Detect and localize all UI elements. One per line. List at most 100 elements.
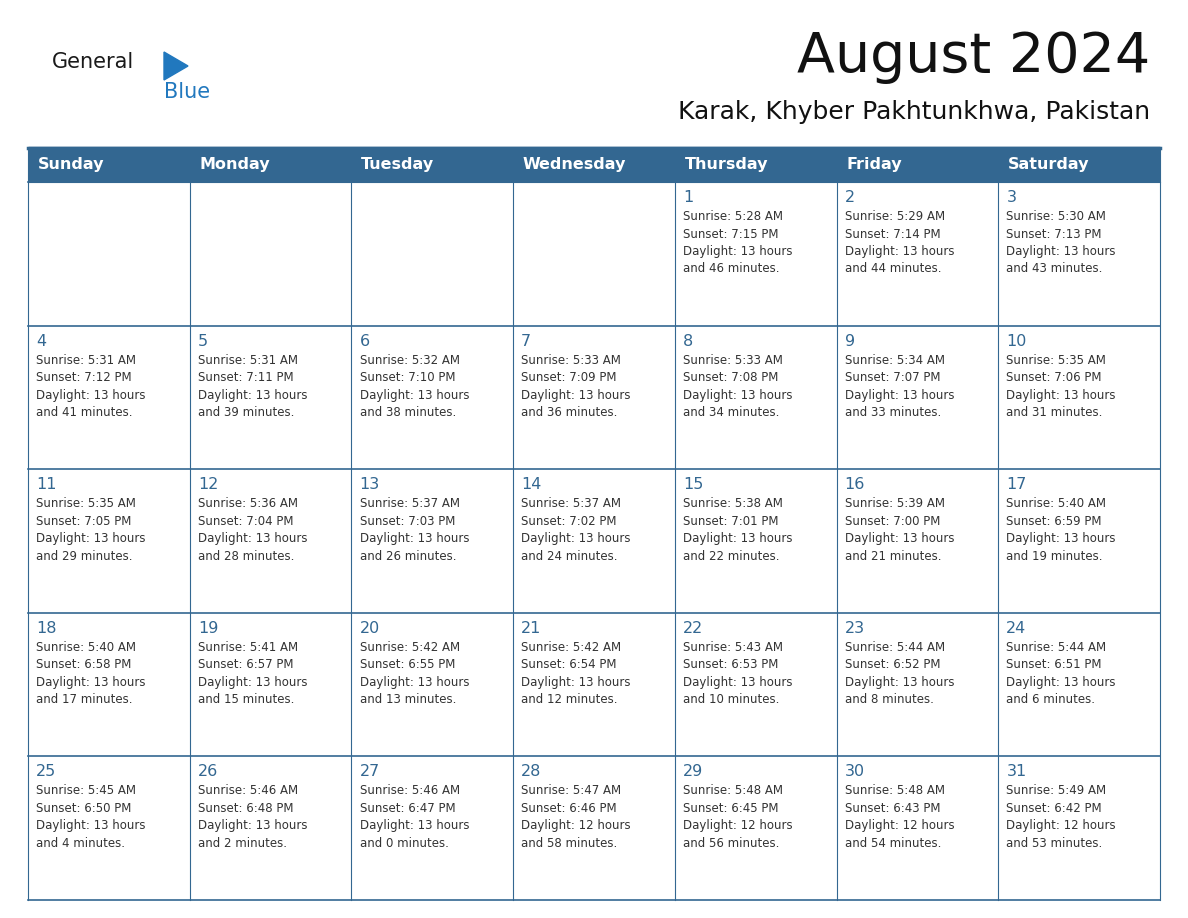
Text: Sunrise: 5:40 AM
Sunset: 6:58 PM
Daylight: 13 hours
and 17 minutes.: Sunrise: 5:40 AM Sunset: 6:58 PM Dayligh… <box>36 641 146 706</box>
Text: Sunrise: 5:36 AM
Sunset: 7:04 PM
Daylight: 13 hours
and 28 minutes.: Sunrise: 5:36 AM Sunset: 7:04 PM Dayligh… <box>197 498 308 563</box>
Text: 6: 6 <box>360 333 369 349</box>
Bar <box>513 469 675 613</box>
Bar <box>29 148 190 182</box>
Text: Sunrise: 5:48 AM
Sunset: 6:43 PM
Daylight: 12 hours
and 54 minutes.: Sunrise: 5:48 AM Sunset: 6:43 PM Dayligh… <box>845 784 954 850</box>
Bar <box>836 469 998 613</box>
Text: 12: 12 <box>197 477 219 492</box>
Text: 29: 29 <box>683 765 703 779</box>
Text: Sunrise: 5:33 AM
Sunset: 7:08 PM
Daylight: 13 hours
and 34 minutes.: Sunrise: 5:33 AM Sunset: 7:08 PM Dayligh… <box>683 353 792 420</box>
Text: 9: 9 <box>845 333 855 349</box>
Bar <box>998 182 1159 326</box>
Text: Wednesday: Wednesday <box>523 158 626 173</box>
Bar <box>836 148 998 182</box>
Text: 23: 23 <box>845 621 865 636</box>
Text: Sunrise: 5:39 AM
Sunset: 7:00 PM
Daylight: 13 hours
and 21 minutes.: Sunrise: 5:39 AM Sunset: 7:00 PM Dayligh… <box>845 498 954 563</box>
Bar <box>675 756 836 900</box>
Bar <box>675 148 836 182</box>
Bar <box>190 613 352 756</box>
Text: Karak, Khyber Pakhtunkhwa, Pakistan: Karak, Khyber Pakhtunkhwa, Pakistan <box>678 100 1150 124</box>
Text: Sunrise: 5:32 AM
Sunset: 7:10 PM
Daylight: 13 hours
and 38 minutes.: Sunrise: 5:32 AM Sunset: 7:10 PM Dayligh… <box>360 353 469 420</box>
Bar <box>352 182 513 326</box>
Text: Friday: Friday <box>846 158 902 173</box>
Text: Sunrise: 5:41 AM
Sunset: 6:57 PM
Daylight: 13 hours
and 15 minutes.: Sunrise: 5:41 AM Sunset: 6:57 PM Dayligh… <box>197 641 308 706</box>
Text: Sunrise: 5:44 AM
Sunset: 6:52 PM
Daylight: 13 hours
and 8 minutes.: Sunrise: 5:44 AM Sunset: 6:52 PM Dayligh… <box>845 641 954 706</box>
Text: Thursday: Thursday <box>684 158 769 173</box>
Bar <box>29 326 190 469</box>
Text: Sunrise: 5:37 AM
Sunset: 7:02 PM
Daylight: 13 hours
and 24 minutes.: Sunrise: 5:37 AM Sunset: 7:02 PM Dayligh… <box>522 498 631 563</box>
Bar <box>513 756 675 900</box>
Text: Sunrise: 5:37 AM
Sunset: 7:03 PM
Daylight: 13 hours
and 26 minutes.: Sunrise: 5:37 AM Sunset: 7:03 PM Dayligh… <box>360 498 469 563</box>
Bar <box>998 469 1159 613</box>
Text: Sunrise: 5:31 AM
Sunset: 7:12 PM
Daylight: 13 hours
and 41 minutes.: Sunrise: 5:31 AM Sunset: 7:12 PM Dayligh… <box>36 353 146 420</box>
Text: Sunrise: 5:35 AM
Sunset: 7:05 PM
Daylight: 13 hours
and 29 minutes.: Sunrise: 5:35 AM Sunset: 7:05 PM Dayligh… <box>36 498 146 563</box>
Bar <box>675 613 836 756</box>
Bar <box>29 756 190 900</box>
Bar <box>190 326 352 469</box>
Bar <box>29 182 190 326</box>
Text: 22: 22 <box>683 621 703 636</box>
Text: 25: 25 <box>36 765 56 779</box>
Text: 2: 2 <box>845 190 855 205</box>
Text: Sunrise: 5:46 AM
Sunset: 6:48 PM
Daylight: 13 hours
and 2 minutes.: Sunrise: 5:46 AM Sunset: 6:48 PM Dayligh… <box>197 784 308 850</box>
Text: 31: 31 <box>1006 765 1026 779</box>
Text: 24: 24 <box>1006 621 1026 636</box>
Text: 27: 27 <box>360 765 380 779</box>
Text: Sunrise: 5:38 AM
Sunset: 7:01 PM
Daylight: 13 hours
and 22 minutes.: Sunrise: 5:38 AM Sunset: 7:01 PM Dayligh… <box>683 498 792 563</box>
Bar <box>998 756 1159 900</box>
Bar <box>190 182 352 326</box>
Text: 1: 1 <box>683 190 693 205</box>
Bar <box>998 613 1159 756</box>
Text: Saturday: Saturday <box>1007 158 1089 173</box>
Text: Sunrise: 5:28 AM
Sunset: 7:15 PM
Daylight: 13 hours
and 46 minutes.: Sunrise: 5:28 AM Sunset: 7:15 PM Dayligh… <box>683 210 792 275</box>
Text: Sunrise: 5:34 AM
Sunset: 7:07 PM
Daylight: 13 hours
and 33 minutes.: Sunrise: 5:34 AM Sunset: 7:07 PM Dayligh… <box>845 353 954 420</box>
Text: 21: 21 <box>522 621 542 636</box>
Text: 17: 17 <box>1006 477 1026 492</box>
Bar <box>836 182 998 326</box>
Bar <box>836 326 998 469</box>
Text: 13: 13 <box>360 477 380 492</box>
Text: Sunrise: 5:31 AM
Sunset: 7:11 PM
Daylight: 13 hours
and 39 minutes.: Sunrise: 5:31 AM Sunset: 7:11 PM Dayligh… <box>197 353 308 420</box>
Text: 26: 26 <box>197 765 219 779</box>
Text: Tuesday: Tuesday <box>361 158 435 173</box>
Text: 11: 11 <box>36 477 57 492</box>
Text: Sunrise: 5:44 AM
Sunset: 6:51 PM
Daylight: 13 hours
and 6 minutes.: Sunrise: 5:44 AM Sunset: 6:51 PM Dayligh… <box>1006 641 1116 706</box>
Bar <box>513 182 675 326</box>
Bar <box>352 148 513 182</box>
Bar <box>352 469 513 613</box>
Text: Monday: Monday <box>200 158 270 173</box>
Bar <box>352 613 513 756</box>
Bar <box>352 326 513 469</box>
Text: Sunrise: 5:49 AM
Sunset: 6:42 PM
Daylight: 12 hours
and 53 minutes.: Sunrise: 5:49 AM Sunset: 6:42 PM Dayligh… <box>1006 784 1116 850</box>
Text: Sunrise: 5:48 AM
Sunset: 6:45 PM
Daylight: 12 hours
and 56 minutes.: Sunrise: 5:48 AM Sunset: 6:45 PM Dayligh… <box>683 784 792 850</box>
Bar <box>352 756 513 900</box>
Text: 19: 19 <box>197 621 219 636</box>
Bar <box>675 182 836 326</box>
Bar <box>998 326 1159 469</box>
Text: Sunrise: 5:43 AM
Sunset: 6:53 PM
Daylight: 13 hours
and 10 minutes.: Sunrise: 5:43 AM Sunset: 6:53 PM Dayligh… <box>683 641 792 706</box>
Bar <box>29 613 190 756</box>
Bar <box>836 613 998 756</box>
Text: General: General <box>52 52 134 72</box>
Text: Sunrise: 5:47 AM
Sunset: 6:46 PM
Daylight: 12 hours
and 58 minutes.: Sunrise: 5:47 AM Sunset: 6:46 PM Dayligh… <box>522 784 631 850</box>
Text: 15: 15 <box>683 477 703 492</box>
Text: Sunrise: 5:29 AM
Sunset: 7:14 PM
Daylight: 13 hours
and 44 minutes.: Sunrise: 5:29 AM Sunset: 7:14 PM Dayligh… <box>845 210 954 275</box>
Text: 18: 18 <box>36 621 57 636</box>
Text: Sunrise: 5:42 AM
Sunset: 6:54 PM
Daylight: 13 hours
and 12 minutes.: Sunrise: 5:42 AM Sunset: 6:54 PM Dayligh… <box>522 641 631 706</box>
Text: Sunday: Sunday <box>38 158 105 173</box>
Text: 30: 30 <box>845 765 865 779</box>
Text: Sunrise: 5:46 AM
Sunset: 6:47 PM
Daylight: 13 hours
and 0 minutes.: Sunrise: 5:46 AM Sunset: 6:47 PM Dayligh… <box>360 784 469 850</box>
Text: Sunrise: 5:45 AM
Sunset: 6:50 PM
Daylight: 13 hours
and 4 minutes.: Sunrise: 5:45 AM Sunset: 6:50 PM Dayligh… <box>36 784 146 850</box>
Bar <box>190 148 352 182</box>
Text: Sunrise: 5:42 AM
Sunset: 6:55 PM
Daylight: 13 hours
and 13 minutes.: Sunrise: 5:42 AM Sunset: 6:55 PM Dayligh… <box>360 641 469 706</box>
Text: 16: 16 <box>845 477 865 492</box>
Bar <box>998 148 1159 182</box>
Bar <box>513 326 675 469</box>
Text: Blue: Blue <box>164 82 210 102</box>
Text: Sunrise: 5:33 AM
Sunset: 7:09 PM
Daylight: 13 hours
and 36 minutes.: Sunrise: 5:33 AM Sunset: 7:09 PM Dayligh… <box>522 353 631 420</box>
Text: 8: 8 <box>683 333 693 349</box>
Text: Sunrise: 5:40 AM
Sunset: 6:59 PM
Daylight: 13 hours
and 19 minutes.: Sunrise: 5:40 AM Sunset: 6:59 PM Dayligh… <box>1006 498 1116 563</box>
Text: 10: 10 <box>1006 333 1026 349</box>
Text: 14: 14 <box>522 477 542 492</box>
Bar <box>836 756 998 900</box>
Text: 28: 28 <box>522 765 542 779</box>
